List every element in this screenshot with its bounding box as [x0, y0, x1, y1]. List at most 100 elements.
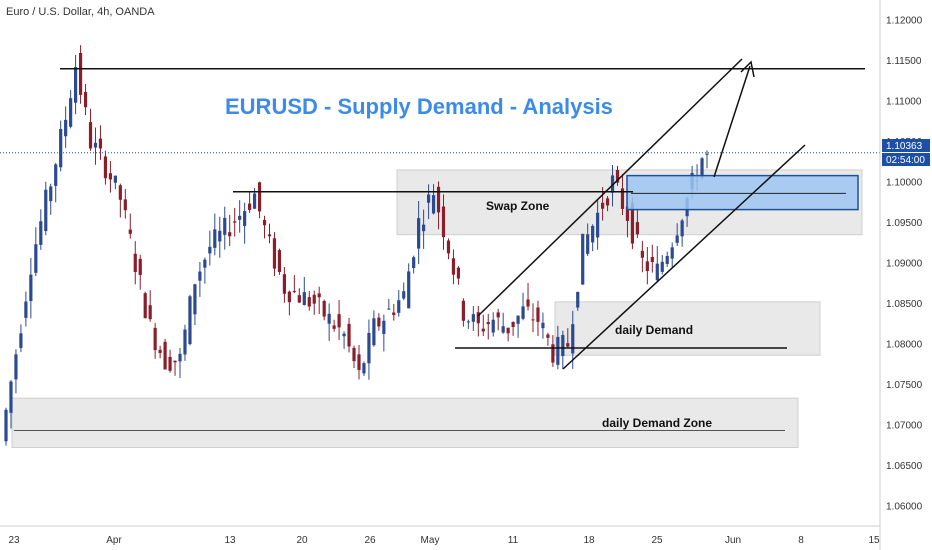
candle-body	[108, 173, 113, 180]
candle-body	[347, 323, 351, 347]
candle-body	[277, 250, 282, 273]
candle-body	[49, 186, 53, 202]
candle-body	[203, 259, 207, 268]
candle-body	[441, 206, 446, 238]
time-tick-label: 13	[224, 535, 236, 546]
candle-body	[34, 244, 38, 273]
time-tick-label: 8	[798, 535, 804, 546]
candle-body	[198, 271, 202, 281]
price-tick-label: 1.09500	[886, 218, 923, 229]
daily-demand-box[interactable]	[554, 301, 821, 356]
candle-body	[377, 317, 381, 327]
price-tick-label: 1.06500	[886, 461, 923, 472]
candle-body	[675, 235, 679, 243]
price-tick-label: 1.07000	[886, 420, 923, 431]
projection-arrow-line[interactable]	[713, 65, 751, 178]
candle-body	[93, 142, 98, 148]
candle-body	[436, 186, 441, 213]
price-tick-label: 1.10000	[886, 178, 923, 189]
candle-body	[183, 329, 187, 355]
candle-body	[327, 313, 331, 324]
time-tick-label: 15	[868, 535, 880, 546]
candle-body	[417, 218, 421, 249]
candle-body	[332, 325, 336, 329]
candle-body	[218, 230, 222, 242]
candle-body	[322, 301, 326, 317]
candle-body	[39, 221, 43, 245]
time-tick-label: 23	[8, 535, 20, 546]
daily-demand-zone-box[interactable]	[11, 397, 799, 449]
candle-body	[635, 222, 639, 235]
time-axis[interactable]: 23 Apr 13 20 26 May 11 18 25 Jun 8 15	[0, 525, 880, 546]
channel-upper-line[interactable]	[477, 58, 743, 317]
candle-body	[655, 263, 659, 281]
candle-body	[471, 314, 475, 322]
candle-body	[581, 233, 585, 285]
candle-body	[670, 247, 674, 259]
candle-body	[213, 229, 217, 248]
candle-body	[402, 291, 406, 299]
highlight-zone-box[interactable]	[626, 174, 859, 211]
candle-body	[412, 257, 416, 268]
candle-body	[83, 91, 88, 108]
candle-body	[571, 324, 575, 354]
candle-body	[476, 312, 480, 324]
candle-body	[496, 312, 500, 318]
candle-body	[153, 327, 157, 351]
time-tick-label: Apr	[106, 535, 122, 546]
candle-body	[392, 312, 396, 316]
candle-body	[297, 295, 301, 303]
daily-demand-zone-label: daily Demand Zone	[602, 416, 712, 430]
candle-body	[307, 297, 311, 307]
candle-body	[536, 307, 540, 322]
candle-body	[640, 250, 644, 258]
candle-body	[407, 271, 411, 309]
swap-zone-label: Swap Zone	[486, 199, 550, 213]
candle-body	[531, 319, 535, 321]
candle-body	[337, 314, 341, 328]
projection-arrow-head	[740, 60, 755, 78]
candle-body	[342, 333, 346, 337]
last-price-badge-box	[882, 139, 930, 152]
candle-body	[625, 206, 630, 221]
last-price-value: 1.10363	[886, 141, 923, 152]
symbol-label: Euro / U.S. Dollar, 4h, OANDA	[6, 6, 155, 18]
candle-body	[118, 185, 122, 200]
candle-body	[422, 224, 426, 232]
candle-body	[302, 292, 306, 306]
daily-demand-label: daily Demand	[615, 323, 693, 337]
candle-body	[387, 308, 391, 310]
candle-body	[123, 199, 127, 211]
candle-body	[461, 300, 465, 321]
candle-body	[317, 293, 321, 298]
candle-body	[64, 119, 68, 137]
candle-body	[367, 332, 371, 364]
candle-body	[272, 238, 277, 269]
candle-body	[516, 315, 520, 324]
candle-body	[29, 274, 33, 302]
candle-body	[372, 318, 376, 346]
price-axis[interactable]: 1.06000 1.06500 1.07000 1.07500 1.08000 1.085…	[879, 0, 923, 550]
candle-body	[168, 356, 172, 371]
candle-body	[561, 335, 565, 357]
candle-body	[600, 202, 605, 209]
candle-body	[680, 220, 684, 237]
channel-lower-line[interactable]	[562, 144, 806, 370]
candle-body	[665, 255, 669, 264]
time-tick-label: 20	[296, 535, 308, 546]
candle-body	[143, 293, 147, 319]
price-tick-label: 1.12000	[886, 16, 923, 27]
candle-body	[431, 195, 436, 214]
candle-body	[312, 294, 316, 304]
price-tick-label: 1.07500	[886, 380, 923, 391]
price-tick-label: 1.11000	[886, 97, 922, 108]
candle-body	[620, 188, 625, 209]
candle-body	[566, 343, 570, 347]
candle-body	[14, 354, 18, 380]
candle-body	[128, 229, 132, 234]
candle-body	[526, 299, 530, 307]
candle-body	[451, 258, 456, 275]
candle-body	[426, 194, 431, 203]
candle-body	[158, 349, 162, 354]
